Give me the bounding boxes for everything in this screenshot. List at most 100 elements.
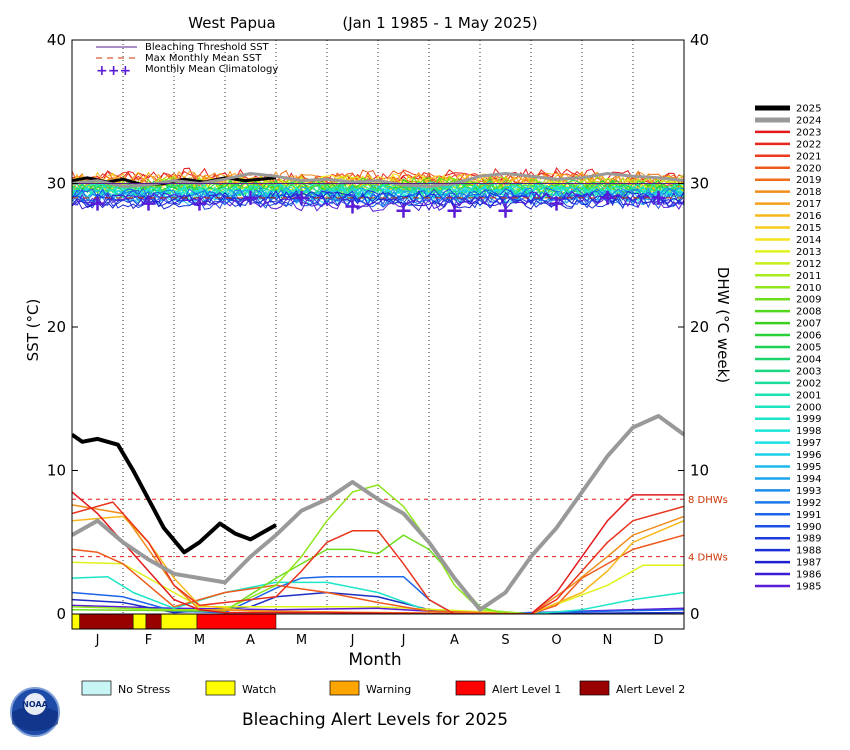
alert-label-2: Warning bbox=[366, 683, 411, 696]
legend-year-label-1988: 1988 bbox=[796, 546, 821, 557]
dhw-line-2013 bbox=[72, 561, 684, 614]
month-label: J bbox=[401, 633, 406, 648]
legend-year-label-2020: 2020 bbox=[796, 163, 821, 174]
alert-label-1: Watch bbox=[242, 683, 276, 696]
legend-year-label-2016: 2016 bbox=[796, 211, 821, 222]
top-legend: Bleaching Threshold SST Max Monthly Mean… bbox=[96, 42, 278, 79]
dhw-line-2023 bbox=[72, 491, 684, 614]
chart-title: West Papua bbox=[188, 14, 275, 32]
y-tick-label-right: 40 bbox=[690, 31, 709, 49]
legend-year-label-1998: 1998 bbox=[796, 426, 821, 437]
month-label: O bbox=[551, 633, 561, 648]
climatology-marker bbox=[549, 196, 564, 211]
alert-level-legend: No Stress Watch Warning Alert Level 1 Alert … bbox=[81, 680, 685, 696]
legend-year-label-2011: 2011 bbox=[796, 271, 821, 282]
month-label: F bbox=[145, 633, 152, 648]
legend-threshold-label: Bleaching Threshold SST bbox=[145, 42, 270, 53]
y-tick-label-right: 10 bbox=[690, 462, 709, 480]
dhw-line-2022 bbox=[72, 501, 684, 614]
alert-swatch-4 bbox=[579, 680, 610, 696]
chart-date-range: (Jan 1 1985 - 1 May 2025) bbox=[342, 14, 537, 32]
alert-label-0: No Stress bbox=[118, 683, 171, 696]
sst-line-1985 bbox=[72, 191, 684, 212]
y-tick-label-right: 20 bbox=[690, 318, 709, 336]
alert-swatch-3 bbox=[455, 680, 486, 696]
plot-area bbox=[71, 39, 685, 630]
dhw-reference-label: 4 DHWs bbox=[688, 553, 728, 564]
alert-title: Bleaching Alert Levels for 2025 bbox=[242, 710, 508, 730]
climatology-marker bbox=[447, 203, 462, 218]
y-axis-label-right: DHW (°C week) bbox=[714, 267, 732, 383]
sst-line-2024 bbox=[72, 172, 684, 188]
legend-year-label-2012: 2012 bbox=[796, 259, 821, 270]
legend-year-label-1994: 1994 bbox=[796, 474, 821, 485]
legend-climatology-swatch: +++ bbox=[96, 63, 131, 79]
alert-strip-segment bbox=[132, 613, 147, 630]
climatology-marker bbox=[600, 190, 615, 205]
alert-strip-segment bbox=[79, 613, 134, 630]
legend-climatology-label: Monthly Mean Climatology bbox=[145, 64, 278, 75]
sst-line-1986 bbox=[72, 191, 684, 212]
legend-year-label-1997: 1997 bbox=[796, 438, 821, 449]
legend-mmm-label: Max Monthly Mean SST bbox=[145, 53, 262, 64]
legend-year-label-2008: 2008 bbox=[796, 307, 821, 318]
month-label: S bbox=[501, 633, 509, 648]
legend-year-label-2018: 2018 bbox=[796, 187, 821, 198]
legend-year-label-1990: 1990 bbox=[796, 522, 821, 533]
alert-strip-segment bbox=[161, 613, 198, 630]
noaa-logo: NOAA bbox=[10, 687, 60, 737]
alert-strip-segment bbox=[145, 613, 162, 630]
legend-year-label-2025: 2025 bbox=[796, 104, 821, 115]
legend-year-label-2024: 2024 bbox=[796, 115, 821, 126]
climatology-marker bbox=[498, 203, 513, 218]
legend-year-label-2002: 2002 bbox=[796, 378, 821, 389]
month-label: D bbox=[653, 633, 663, 648]
noaa-logo-text: NOAA bbox=[22, 700, 48, 709]
alert-strip-segment bbox=[71, 613, 80, 630]
legend-year-label-2014: 2014 bbox=[796, 235, 821, 246]
legend-year-label-2006: 2006 bbox=[796, 331, 821, 342]
legend-year-label-2009: 2009 bbox=[796, 295, 821, 306]
legend-year-label-2000: 2000 bbox=[796, 402, 821, 413]
legend-year-label-2010: 2010 bbox=[796, 283, 821, 294]
climatology-marker bbox=[651, 190, 666, 205]
legend-year-label-2022: 2022 bbox=[796, 139, 821, 150]
legend-year-label-1989: 1989 bbox=[796, 534, 821, 545]
alert-swatch-0 bbox=[81, 680, 112, 696]
legend-year-label-1993: 1993 bbox=[796, 486, 821, 497]
sst-line-1992 bbox=[72, 187, 684, 208]
legend-year-label-1987: 1987 bbox=[796, 558, 821, 569]
legend-year-label-2015: 2015 bbox=[796, 223, 821, 234]
legend-year-label-2019: 2019 bbox=[796, 175, 821, 186]
legend-year-label-2017: 2017 bbox=[796, 199, 821, 210]
y-tick-label-left: 0 bbox=[56, 605, 66, 623]
month-label: M bbox=[296, 633, 307, 648]
climatology-marker bbox=[243, 190, 258, 205]
legend-year-label-1992: 1992 bbox=[796, 498, 821, 509]
legend-year-label-1999: 1999 bbox=[796, 414, 821, 425]
legend-year-label-1985: 1985 bbox=[796, 582, 821, 593]
dhw-series-group bbox=[72, 414, 684, 614]
legend-year-label-1996: 1996 bbox=[796, 450, 821, 461]
legend-year-label-2005: 2005 bbox=[796, 343, 821, 354]
climatology-marker bbox=[396, 203, 411, 218]
dhw-line-2020 bbox=[72, 534, 684, 614]
x-axis-label: Month bbox=[348, 650, 401, 670]
alert-swatch-2 bbox=[329, 680, 360, 696]
alert-strip-segment bbox=[196, 613, 277, 630]
dhw-line-1998 bbox=[72, 575, 684, 614]
legend-year-label-2004: 2004 bbox=[796, 354, 821, 365]
y-tick-label-left: 10 bbox=[47, 462, 66, 480]
legend-year-label-2007: 2007 bbox=[796, 319, 821, 330]
month-label: N bbox=[603, 633, 613, 648]
y-tick-label-left: 20 bbox=[47, 318, 66, 336]
dhw-line-2009 bbox=[72, 534, 506, 614]
month-label: M bbox=[194, 633, 205, 648]
climatology-marker bbox=[294, 190, 309, 205]
y-tick-label-right: 0 bbox=[690, 605, 700, 623]
legend-year-label-2013: 2013 bbox=[796, 247, 821, 258]
alert-swatch-1 bbox=[205, 680, 236, 696]
climatology-marker bbox=[141, 196, 156, 211]
